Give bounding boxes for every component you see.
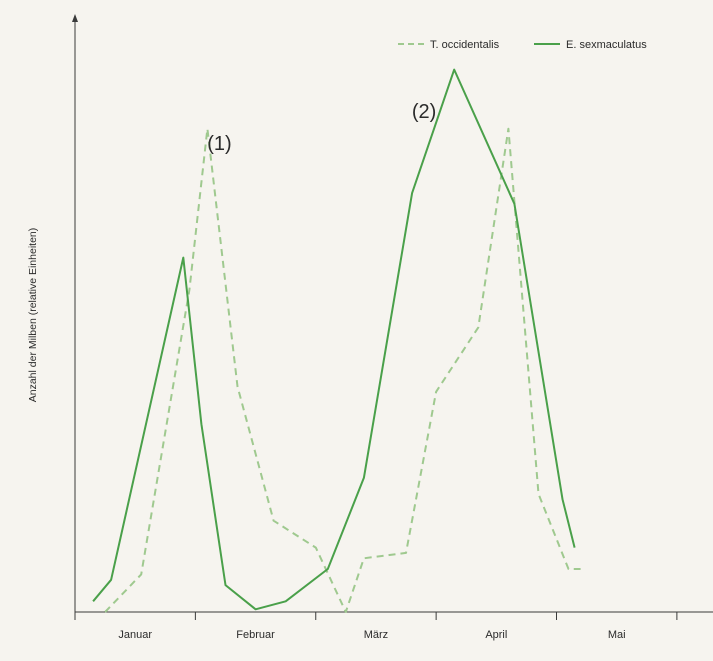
annotation-group: (1) (2) bbox=[207, 101, 436, 155]
x-tick-label: Februar bbox=[236, 629, 275, 641]
legend-label-e-sexmaculatus: E. sexmaculatus bbox=[566, 39, 647, 51]
legend: T. occidentalis E. sexmaculatus bbox=[398, 39, 647, 51]
x-tick-label: März bbox=[364, 629, 388, 641]
series-line-0 bbox=[104, 127, 581, 613]
annotation-label: (2) bbox=[412, 101, 436, 123]
x-tick-label: Januar bbox=[118, 629, 152, 641]
y-axis-arrow bbox=[72, 14, 78, 22]
axes bbox=[72, 14, 713, 613]
y-axis-label: Anzahl der Milben (relative Einheiten) bbox=[27, 228, 39, 403]
series-group bbox=[92, 68, 581, 613]
annotation-label: (1) bbox=[207, 133, 231, 155]
series-line-1 bbox=[92, 68, 576, 611]
legend-item-e-sexmaculatus: E. sexmaculatus bbox=[534, 39, 647, 51]
x-tick-label: April bbox=[485, 629, 507, 641]
legend-label-t-occidentalis: T. occidentalis bbox=[430, 39, 500, 51]
legend-item-t-occidentalis: T. occidentalis bbox=[398, 39, 500, 51]
month-ticks: Januar Februar März April Mai bbox=[74, 612, 678, 641]
x-tick-label: Mai bbox=[608, 629, 626, 641]
